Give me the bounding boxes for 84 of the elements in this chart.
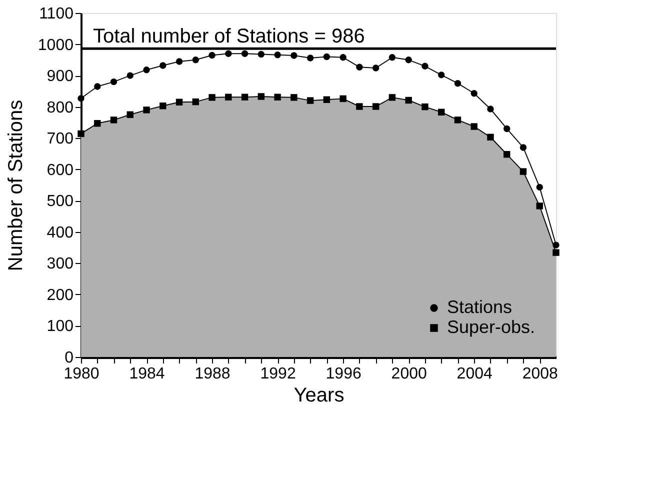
point — [94, 120, 101, 127]
point — [306, 97, 314, 104]
point — [504, 125, 510, 132]
point — [356, 64, 363, 70]
point — [323, 53, 330, 60]
point — [78, 95, 84, 102]
y-tick-label: 800 — [46, 99, 74, 116]
x-tick-label: 2000 — [391, 366, 427, 382]
point — [176, 98, 183, 106]
point — [340, 54, 346, 61]
point — [487, 134, 494, 141]
point — [160, 102, 166, 110]
x-axis-title: Years — [294, 384, 344, 406]
point — [241, 94, 248, 100]
point — [405, 96, 412, 104]
point — [241, 50, 248, 57]
point — [520, 168, 527, 175]
point — [274, 94, 281, 100]
point — [258, 93, 265, 100]
y-tick-label: 1100 — [39, 6, 74, 22]
x-tick-label: 2004 — [456, 366, 492, 382]
point — [78, 130, 84, 138]
point — [422, 62, 428, 70]
point — [536, 184, 543, 191]
x-tick-label: 1984 — [129, 366, 165, 382]
y-tick-label: 100 — [46, 318, 74, 336]
y-tick-label: 700 — [46, 130, 74, 148]
point — [208, 94, 216, 101]
y-tick-label: 400 — [46, 224, 74, 242]
point — [225, 50, 232, 57]
point — [192, 56, 200, 64]
point — [94, 83, 101, 90]
point — [323, 96, 330, 103]
x-tick-label: 1996 — [326, 366, 362, 382]
point — [438, 108, 445, 116]
ref-line-label: Total number of Stations = 986 — [93, 26, 365, 48]
point — [290, 52, 298, 59]
x-tick-label: 2008 — [522, 366, 558, 382]
point — [422, 103, 428, 110]
point — [487, 106, 494, 112]
y-tick-label: 900 — [46, 68, 74, 86]
point — [274, 52, 281, 58]
point — [340, 95, 346, 102]
point — [372, 103, 380, 110]
point — [110, 78, 118, 86]
point — [258, 50, 265, 58]
point — [126, 111, 134, 118]
point — [504, 151, 510, 158]
y-axis-title: Number of Stations — [4, 100, 27, 272]
point — [470, 123, 478, 130]
point — [454, 80, 462, 87]
y-tick-label: 300 — [46, 256, 74, 273]
legend-label: Stations — [447, 297, 512, 317]
y-tick-label: 1000 — [38, 36, 74, 54]
point — [290, 94, 298, 101]
point — [306, 54, 314, 62]
point — [192, 98, 200, 106]
point — [388, 54, 396, 61]
y-tick-label: 500 — [46, 193, 74, 210]
point — [208, 52, 216, 59]
point — [225, 94, 232, 100]
y-tick-label: 200 — [46, 286, 74, 304]
point — [356, 103, 363, 110]
x-tick-label: 1980 — [64, 366, 100, 382]
legend-label: Super-obs. — [447, 317, 536, 337]
point — [176, 58, 183, 65]
point — [160, 62, 166, 69]
point — [388, 94, 396, 101]
x-tick-label: 1988 — [194, 366, 230, 382]
point — [552, 249, 560, 256]
point — [372, 64, 380, 72]
point — [454, 116, 462, 124]
y-tick-label: 600 — [46, 162, 74, 179]
point — [536, 202, 543, 210]
point — [143, 106, 150, 114]
point — [405, 56, 412, 64]
point — [470, 90, 478, 97]
point — [110, 116, 118, 124]
point — [126, 72, 134, 79]
point — [438, 72, 445, 78]
x-tick-label: 1992 — [260, 366, 296, 382]
y-tick-label: 0 — [64, 350, 74, 366]
point — [143, 66, 150, 74]
point — [520, 144, 527, 151]
